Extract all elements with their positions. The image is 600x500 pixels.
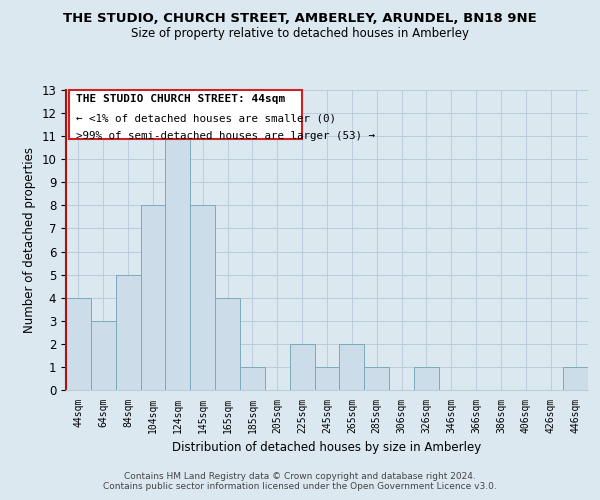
Bar [140,206,166,390]
Bar [66,298,91,390]
Bar [364,367,389,390]
Bar [563,367,588,390]
X-axis label: Distribution of detached houses by size in Amberley: Distribution of detached houses by size … [172,441,482,454]
Bar [240,367,265,390]
Bar [215,298,240,390]
Bar [190,206,215,390]
Text: THE STUDIO, CHURCH STREET, AMBERLEY, ARUNDEL, BN18 9NE: THE STUDIO, CHURCH STREET, AMBERLEY, ARU… [63,12,537,26]
Text: >99% of semi-detached houses are larger (53) →: >99% of semi-detached houses are larger … [76,131,375,141]
Text: THE STUDIO CHURCH STREET: 44sqm: THE STUDIO CHURCH STREET: 44sqm [76,94,286,104]
Bar [340,344,364,390]
Bar [290,344,314,390]
Bar [91,321,116,390]
Bar [414,367,439,390]
Bar [314,367,340,390]
Bar [116,274,140,390]
Y-axis label: Number of detached properties: Number of detached properties [23,147,36,333]
Text: Contains HM Land Registry data © Crown copyright and database right 2024.: Contains HM Land Registry data © Crown c… [124,472,476,481]
Text: Contains public sector information licensed under the Open Government Licence v3: Contains public sector information licen… [103,482,497,491]
Text: ← <1% of detached houses are smaller (0): ← <1% of detached houses are smaller (0) [76,113,336,123]
Bar [166,136,190,390]
Text: Size of property relative to detached houses in Amberley: Size of property relative to detached ho… [131,28,469,40]
